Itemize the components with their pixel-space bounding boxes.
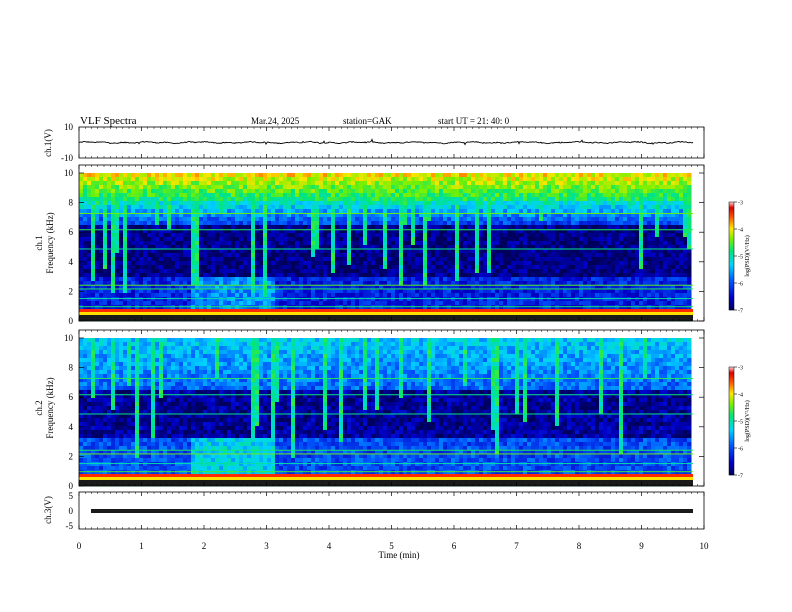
ch1-waveform-trace [78, 138, 694, 146]
xtick-9: 9 [639, 541, 644, 551]
xtick-5: 5 [389, 541, 394, 551]
spec2-ytick-8: 8 [69, 363, 74, 373]
ch1-ytick-top: 10 [64, 122, 74, 132]
time-axis-label: Time (min) [379, 550, 420, 560]
cbar2-tick: -6 [738, 447, 743, 453]
cbar1-tick: -5 [738, 255, 743, 261]
cbar1-tick: -6 [738, 282, 743, 288]
ch1-spectrogram-yticks: 0 2 4 6 8 10 [64, 168, 704, 326]
spec2-ytick-2: 2 [69, 451, 74, 461]
figure-date: Mar.24, 2025 [251, 116, 300, 126]
cbar2-tick: -7 [738, 474, 743, 480]
spec1-ytick-10: 10 [64, 168, 74, 178]
xtick-8: 8 [577, 541, 582, 551]
ch3-waveform-trace [91, 509, 693, 513]
ch3-ytick-5: 5 [69, 491, 74, 501]
ch2-spectrogram-yticks: 0 2 4 6 8 10 [64, 333, 704, 491]
xtick-1: 1 [139, 541, 144, 551]
time-axis-ticks: 0 1 2 3 4 5 6 7 8 9 10 [77, 127, 709, 551]
ch3-ytick-minus5: -5 [66, 521, 74, 531]
ch2-spectrogram-image [79, 330, 704, 487]
ch2-spectrogram-ylabel-channel: ch.2 [34, 400, 44, 415]
ch3-ytick-0: 0 [69, 506, 74, 516]
spec2-ytick-4: 4 [69, 422, 74, 432]
cbar1-tick: -7 [738, 309, 743, 315]
figure-title: VLF Spectra [80, 115, 137, 127]
ch1-waveform-ylabel: ch.1(V) [43, 129, 53, 157]
cbar1-tick: -3 [738, 201, 743, 207]
ch3-waveform-ylabel: ch.3(V) [43, 496, 53, 524]
ch2-spectrogram-panel: 0 2 4 6 8 10 ch.2 Frequency (kHz) [34, 329, 705, 491]
cbar1-tick: -4 [738, 228, 743, 234]
ch2-spectrogram-ylabel: Frequency (kHz) [45, 377, 55, 438]
spec1-ytick-6: 6 [69, 227, 74, 237]
figure-station: station=GAK [343, 116, 392, 126]
ch2-colorbar: -3 -4 -5 -6 -7 log(PSD)(V²/Hz) [728, 366, 751, 480]
spec2-ytick-10: 10 [64, 333, 74, 343]
cbar2-tick: -3 [738, 366, 743, 372]
ch1-colorbar: -3 -4 -5 -6 -7 log(PSD)(V²/Hz) [728, 201, 751, 315]
spec1-ytick-2: 2 [69, 286, 74, 296]
ch1-colorbar-label: log(PSD)(V²/Hz) [744, 235, 751, 276]
ch1-waveform-panel: 10 -10 ch.1(V) [43, 122, 705, 163]
xtick-2: 2 [202, 541, 207, 551]
ch1-spectrogram-panel: 0 2 4 6 8 10 ch.1 Frequency (kHz) [34, 164, 705, 326]
cbar2-tick: -4 [738, 393, 743, 399]
ch1-spectrogram-ylabel: Frequency (kHz) [45, 212, 55, 273]
spec1-ytick-8: 8 [69, 198, 74, 208]
xtick-3: 3 [264, 541, 269, 551]
spec1-ytick-4: 4 [69, 257, 74, 267]
ch2-colorbar-label: log(PSD)(V²/Hz) [744, 400, 751, 441]
spec2-ytick-0: 0 [69, 481, 74, 491]
cbar2-tick: -5 [738, 420, 743, 426]
ch1-spectrogram-ylabel-channel: ch.1 [34, 235, 44, 250]
ch1-ytick-bottom: -10 [61, 153, 73, 163]
spec2-ytick-6: 6 [69, 392, 74, 402]
xtick-4: 4 [327, 541, 332, 551]
ch3-waveform-panel: 5 0 -5 ch.3(V) [43, 491, 705, 531]
figure-start-time: start UT = 21: 40: 0 [438, 116, 510, 126]
xtick-7: 7 [514, 541, 519, 551]
xtick-10: 10 [700, 541, 710, 551]
ch1-spectrogram-image [79, 165, 704, 322]
xtick-6: 6 [452, 541, 457, 551]
xtick-0: 0 [77, 541, 82, 551]
spec1-ytick-0: 0 [69, 316, 74, 326]
